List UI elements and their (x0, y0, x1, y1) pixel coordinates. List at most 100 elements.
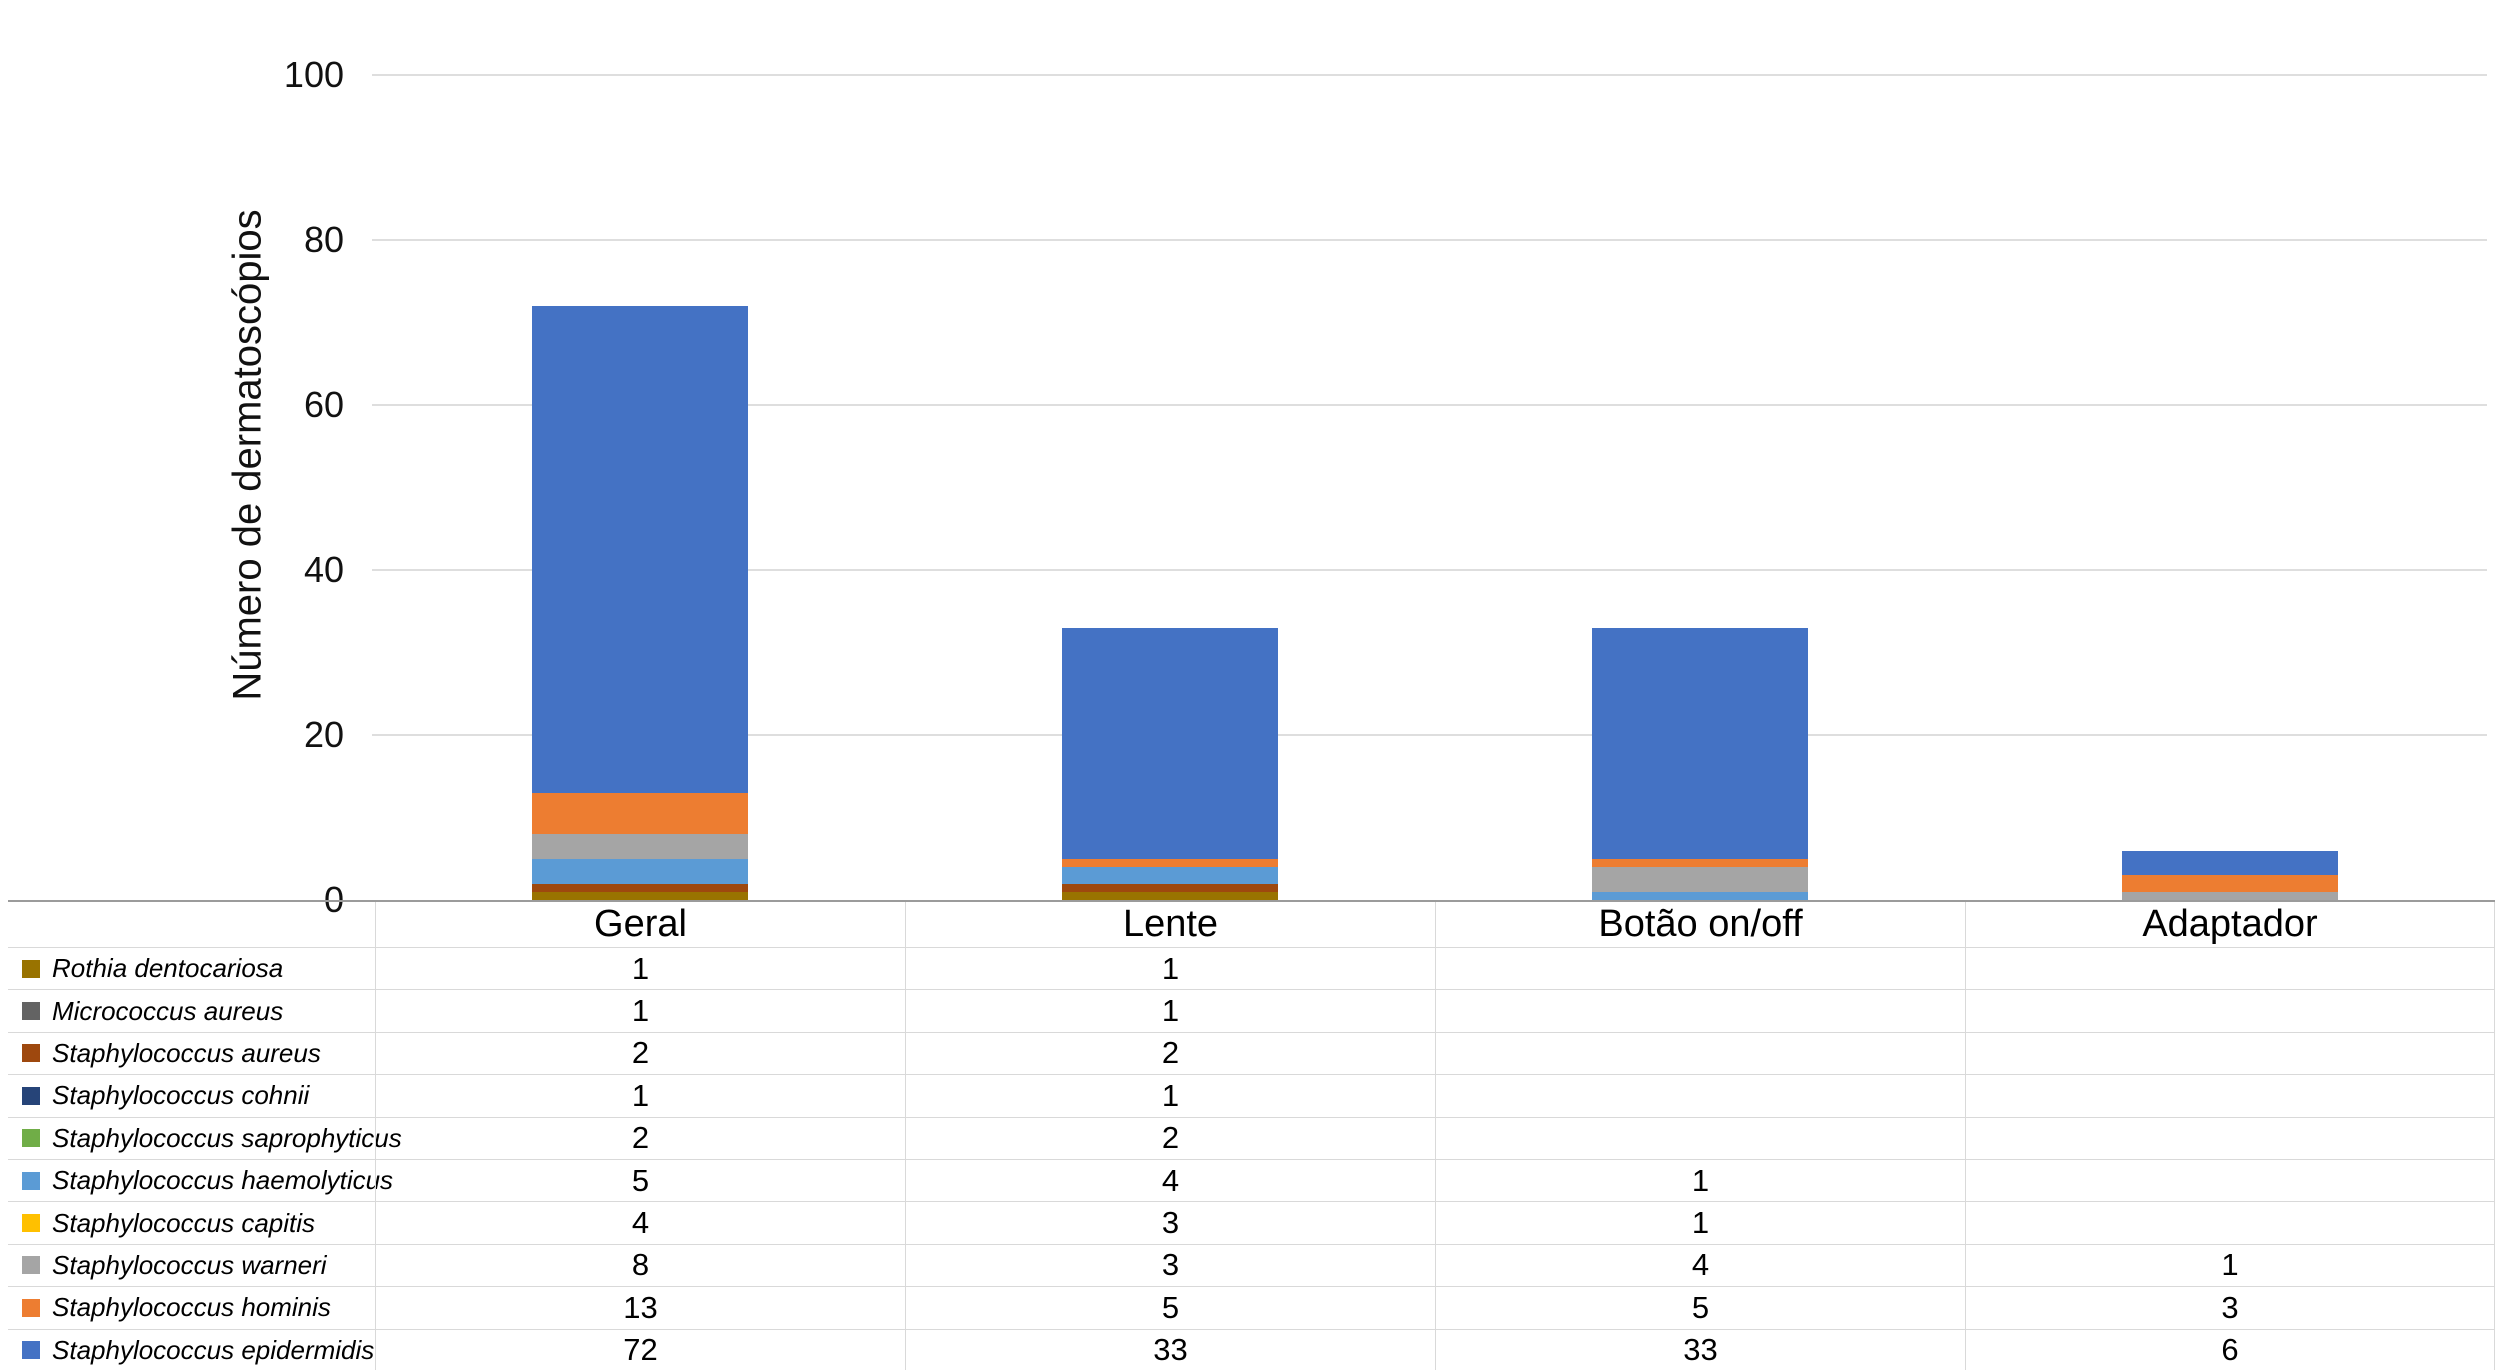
value-cell (1965, 1075, 2495, 1117)
value-cell (1965, 948, 2495, 990)
table-row: Staphylococcus hominis 13 5 5 3 (8, 1287, 2495, 1330)
value-cell: 2 (375, 1032, 905, 1075)
value-cell: 5 (1435, 1287, 1965, 1329)
table-row: Staphylococcus haemolyticus 5 4 1 (8, 1159, 2495, 1203)
bar-segment (1062, 891, 1278, 900)
y-tick-label: 40 (303, 549, 344, 590)
y-tick-label: 100 (283, 54, 344, 95)
legend-cell: Staphylococcus warneri (8, 1245, 375, 1286)
table-header-row: Geral Lente Botão on/off Adaptador (8, 902, 2495, 948)
grid-line (372, 569, 2487, 571)
value-cell: 1 (375, 948, 905, 990)
legend-cell: Staphylococcus cohnii (8, 1075, 375, 1116)
legend-cell: Staphylococcus haemolyticus (8, 1160, 393, 1201)
legend-swatch (22, 1002, 40, 1021)
legend-cell: Staphylococcus hominis (8, 1287, 375, 1328)
table-row: Rothia dentocariosa 1 1 (8, 948, 2495, 991)
y-tick-label: 0 (323, 879, 344, 920)
bar-segment (1592, 891, 1808, 900)
table-row: Staphylococcus aureus 2 2 (8, 1032, 2495, 1076)
value-cell: 33 (1435, 1329, 1965, 1370)
y-axis-title: Número de dermatoscópios (225, 209, 270, 701)
legend-data-table: Geral Lente Botão on/off Adaptador Rothia de… (8, 900, 2495, 1370)
value-cell: 5 (905, 1287, 1435, 1329)
legend-swatch (22, 1044, 40, 1063)
value-cell: 4 (375, 1202, 905, 1244)
value-cell (1435, 1117, 1965, 1159)
legend-swatch (22, 1298, 40, 1317)
value-cell (1965, 1159, 2495, 1202)
table-row: Staphylococcus saprophyticus 2 2 (8, 1117, 2495, 1160)
value-cell: 33 (905, 1329, 1435, 1370)
legend-cell: Micrococcus aureus (8, 990, 375, 1031)
species-name: Staphylococcus aureus (52, 1037, 321, 1068)
value-cell (1965, 990, 2495, 1032)
grid-line (372, 404, 2487, 406)
legend-swatch (22, 1341, 40, 1360)
value-cell (1965, 1117, 2495, 1159)
species-name: Rothia dentocariosa (52, 953, 284, 984)
y-tick-label: 20 (303, 714, 344, 755)
grid-line (372, 734, 2487, 736)
legend-cell: Staphylococcus epidermidis (8, 1330, 375, 1370)
value-cell: 6 (1965, 1329, 2495, 1370)
legend-cell: Rothia dentocariosa (8, 948, 375, 989)
table-corner-cell (8, 902, 375, 947)
value-cell (1435, 990, 1965, 1032)
bar-segment (2122, 891, 2338, 900)
table-row: Staphylococcus capitis 4 3 1 (8, 1202, 2495, 1245)
table-row: Staphylococcus cohnii 1 1 (8, 1075, 2495, 1118)
value-cell: 2 (375, 1117, 905, 1159)
value-cell: 2 (905, 1032, 1435, 1075)
value-cell (1965, 1032, 2495, 1075)
table-row: Staphylococcus warneri 8 3 4 1 (8, 1244, 2495, 1288)
species-name: Staphylococcus cohnii (52, 1080, 310, 1111)
grid-line (372, 74, 2487, 76)
species-name: Staphylococcus hominis (52, 1292, 331, 1323)
value-cell: 4 (905, 1159, 1435, 1202)
species-name: Staphylococcus saprophyticus (52, 1122, 402, 1153)
value-cell: 5 (375, 1159, 905, 1202)
value-cell: 2 (905, 1117, 1435, 1159)
plot-area: 0 20 40 60 80 100 Número de dermatoscópios (225, 54, 2487, 918)
legend-cell: Staphylococcus capitis (8, 1202, 375, 1243)
value-cell (1435, 1075, 1965, 1117)
grid-line (372, 239, 2487, 241)
category-label: Lente (905, 902, 1435, 947)
legend-swatch (22, 1256, 40, 1275)
value-cell: 1 (905, 1075, 1435, 1117)
value-cell: 1 (1435, 1202, 1965, 1244)
legend-swatch (22, 1171, 40, 1190)
value-cell: 13 (375, 1287, 905, 1329)
species-name: Staphylococcus capitis (52, 1207, 316, 1238)
category-label: Geral (375, 902, 905, 947)
y-tick-label: 60 (303, 384, 344, 425)
category-label: Botão on/off (1435, 902, 1965, 947)
value-cell: 1 (905, 948, 1435, 990)
value-cell: 4 (1435, 1244, 1965, 1287)
bar-segment (1592, 627, 1808, 900)
value-cell: 1 (375, 1075, 905, 1117)
value-cell: 1 (905, 990, 1435, 1032)
species-name: Staphylococcus haemolyticus (52, 1165, 394, 1196)
value-cell (1965, 1202, 2495, 1244)
legend-swatch (22, 1129, 40, 1148)
legend-swatch (22, 1086, 40, 1105)
value-cell (1435, 948, 1965, 990)
value-cell: 1 (1435, 1159, 1965, 1202)
table-row: Micrococcus aureus 1 1 (8, 990, 2495, 1033)
value-cell: 3 (1965, 1287, 2495, 1329)
bar-segment (532, 891, 748, 900)
legend-swatch (22, 959, 40, 978)
bar-segment (1062, 627, 1278, 900)
value-cell: 1 (375, 990, 905, 1032)
value-cell: 72 (375, 1329, 905, 1370)
species-name: Staphylococcus warneri (52, 1249, 327, 1280)
value-cell (1435, 1032, 1965, 1075)
legend-cell: Staphylococcus saprophyticus (8, 1118, 402, 1159)
y-tick-label: 80 (303, 219, 344, 260)
species-name: Micrococcus aureus (52, 995, 284, 1026)
value-cell: 1 (1965, 1244, 2495, 1287)
value-cell: 3 (905, 1244, 1435, 1287)
